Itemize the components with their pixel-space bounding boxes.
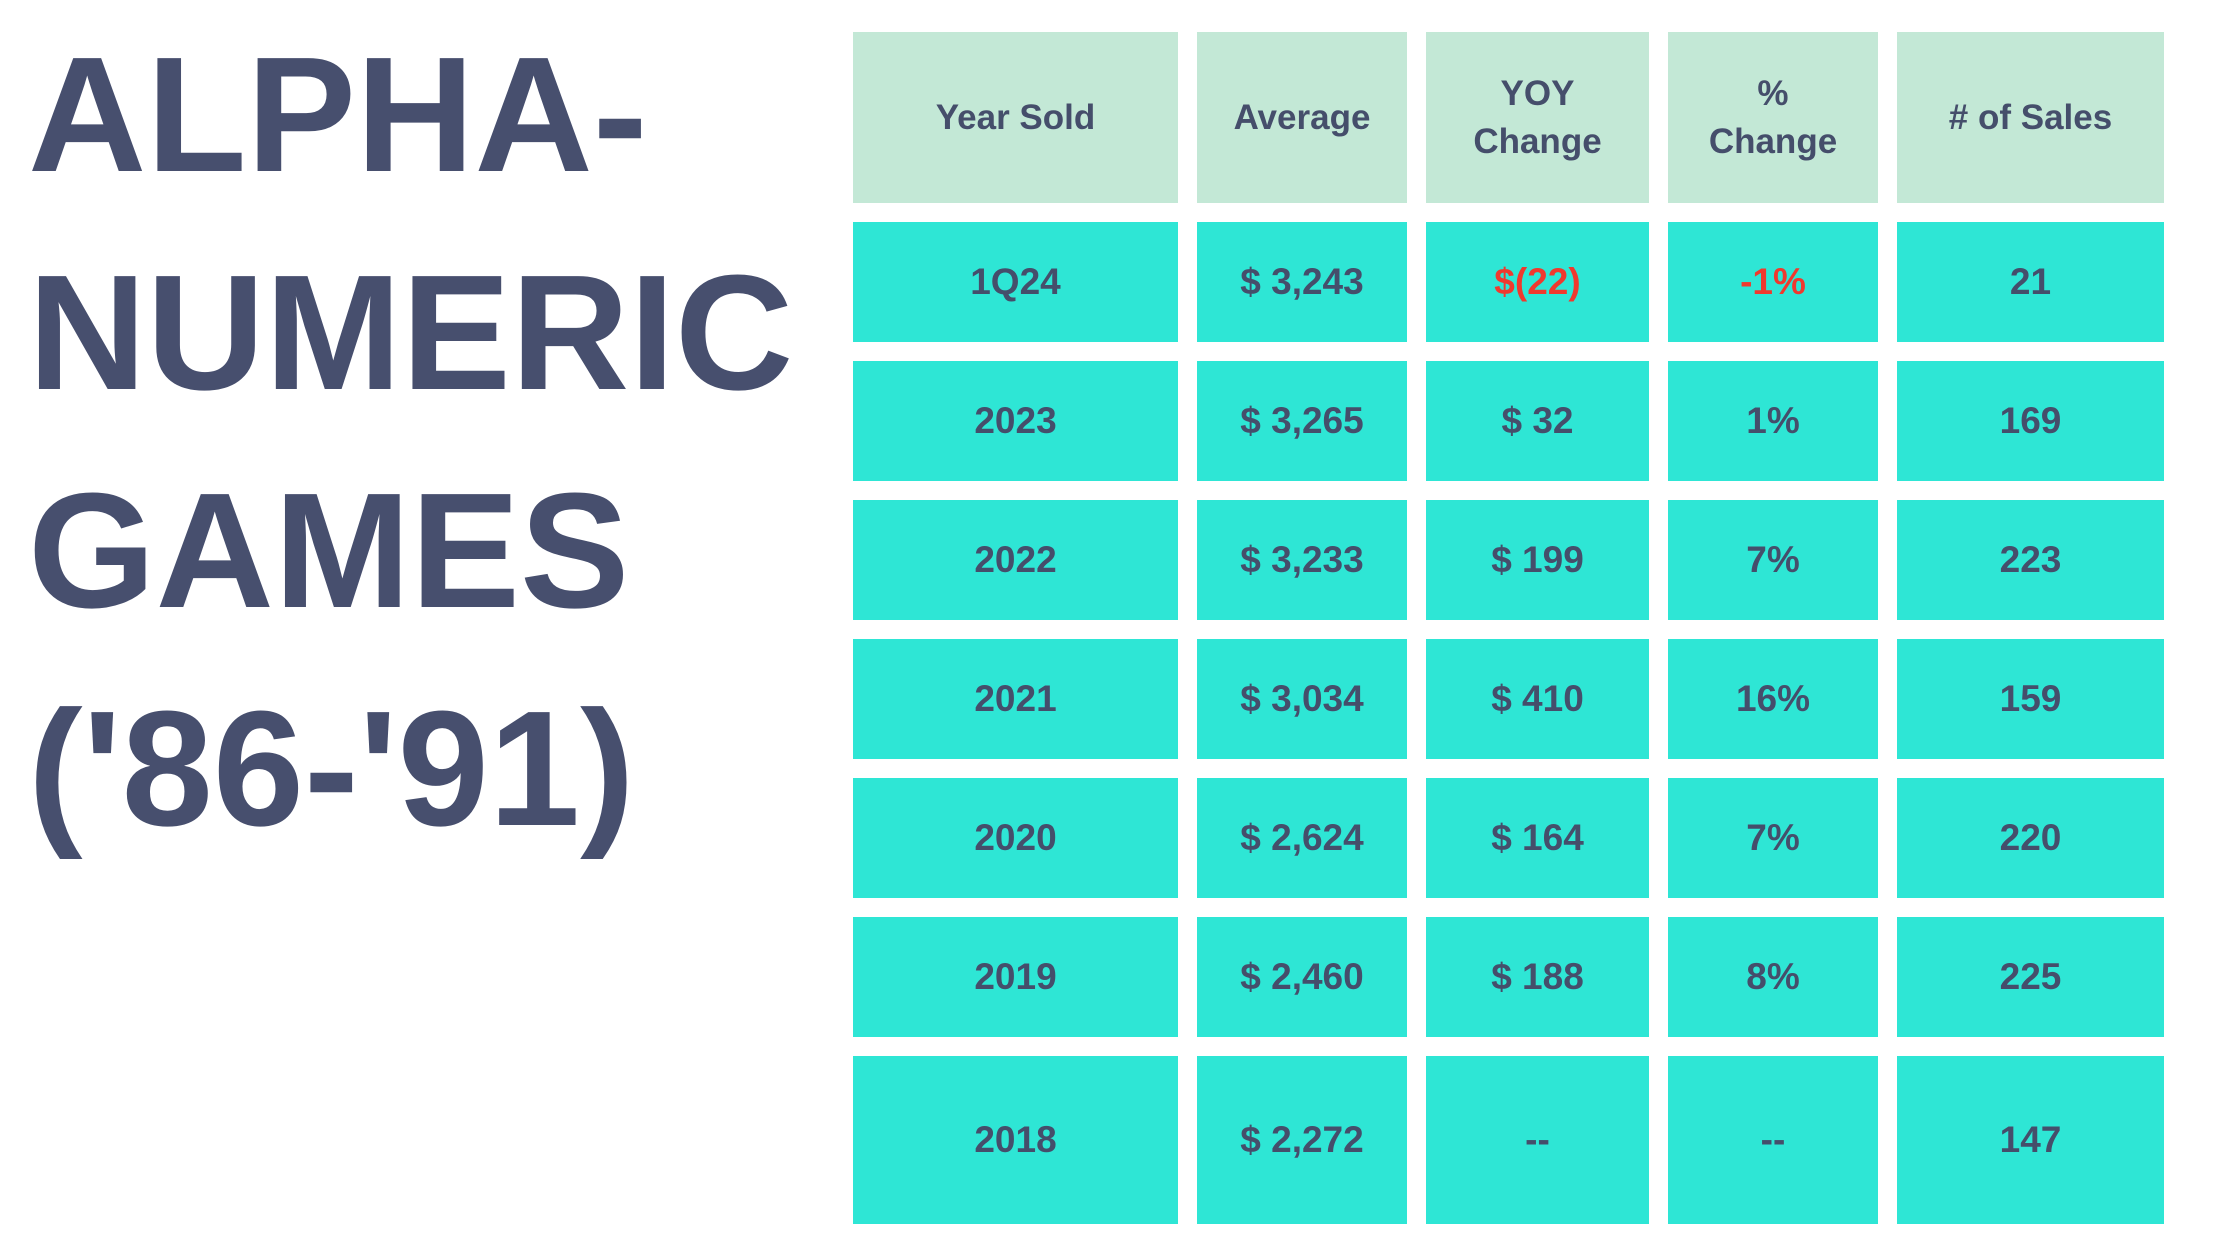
- cell-2021-year: 2021: [853, 639, 1178, 759]
- cell-2018-sales: 147: [1897, 1056, 2164, 1224]
- cell-2022-sales: 223: [1897, 500, 2164, 620]
- cell-2023-yoy: $ 32: [1426, 361, 1649, 481]
- page-title-line: NUMERIC: [28, 241, 794, 424]
- cell-2021-sales: 159: [1897, 639, 2164, 759]
- cell-2021-pct: 16%: [1668, 639, 1878, 759]
- cell-2023-sales: 169: [1897, 361, 2164, 481]
- header-cell-yoy: YOY Change: [1426, 32, 1649, 203]
- data-table: Year Sold Average YOY Change% Change # of S…: [853, 32, 2164, 1224]
- cell-2020-sales: 220: [1897, 778, 2164, 898]
- page-title: ALPHA- NUMERIC GAMES ('86-'91): [28, 6, 793, 878]
- page-title-line: ('86-'91): [28, 677, 635, 860]
- cell-2022-average: $ 3,233: [1197, 500, 1407, 620]
- cell-2019-average: $ 2,460: [1197, 917, 1407, 1037]
- cell-2019-pct: 8%: [1668, 917, 1878, 1037]
- cell-2019-yoy: $ 188: [1426, 917, 1649, 1037]
- cell-1q24-sales: 21: [1897, 222, 2164, 342]
- cell-2020-year: 2020: [853, 778, 1178, 898]
- header-cell-sales: # of Sales: [1897, 32, 2164, 203]
- cell-1q24-year: 1Q24: [853, 222, 1178, 342]
- cell-2021-yoy: $ 410: [1426, 639, 1649, 759]
- page-title-line: GAMES: [28, 459, 630, 642]
- cell-2020-average: $ 2,624: [1197, 778, 1407, 898]
- cell-1q24-yoy: $(22): [1426, 222, 1649, 342]
- header-cell-average: Average: [1197, 32, 1407, 203]
- header-cell-pct: % Change: [1668, 32, 1878, 203]
- cell-2023-year: 2023: [853, 361, 1178, 481]
- cell-2019-year: 2019: [853, 917, 1178, 1037]
- cell-2018-pct: --: [1668, 1056, 1878, 1224]
- header-cell-year: Year Sold: [853, 32, 1178, 203]
- cell-2018-year: 2018: [853, 1056, 1178, 1224]
- page-title-line: ALPHA-: [28, 23, 648, 206]
- cell-2022-pct: 7%: [1668, 500, 1878, 620]
- cell-2018-average: $ 2,272: [1197, 1056, 1407, 1224]
- cell-1q24-pct: -1%: [1668, 222, 1878, 342]
- cell-2019-sales: 225: [1897, 917, 2164, 1037]
- cell-2022-yoy: $ 199: [1426, 500, 1649, 620]
- cell-2020-yoy: $ 164: [1426, 778, 1649, 898]
- cell-2021-average: $ 3,034: [1197, 639, 1407, 759]
- cell-2023-average: $ 3,265: [1197, 361, 1407, 481]
- cell-2023-pct: 1%: [1668, 361, 1878, 481]
- cell-2022-year: 2022: [853, 500, 1178, 620]
- cell-1q24-average: $ 3,243: [1197, 222, 1407, 342]
- cell-2020-pct: 7%: [1668, 778, 1878, 898]
- cell-2018-yoy: --: [1426, 1056, 1649, 1224]
